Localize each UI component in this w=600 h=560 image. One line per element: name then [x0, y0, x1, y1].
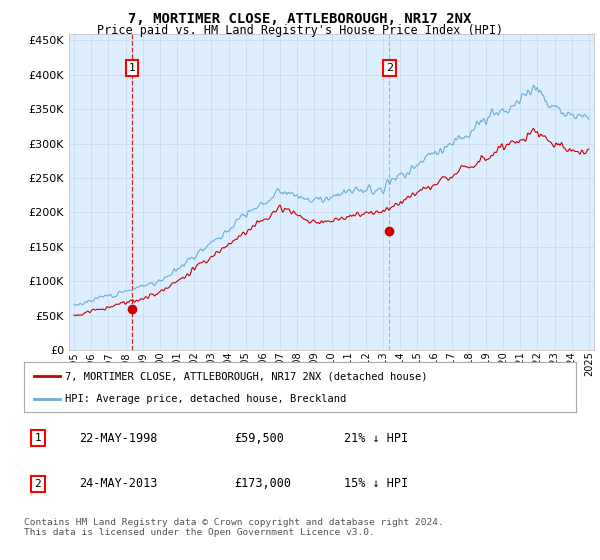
Text: 2: 2: [34, 479, 41, 489]
Text: 21% ↓ HPI: 21% ↓ HPI: [344, 432, 408, 445]
Text: 24-MAY-2013: 24-MAY-2013: [79, 477, 158, 491]
Text: 15% ↓ HPI: 15% ↓ HPI: [344, 477, 408, 491]
Text: 7, MORTIMER CLOSE, ATTLEBOROUGH, NR17 2NX: 7, MORTIMER CLOSE, ATTLEBOROUGH, NR17 2N…: [128, 12, 472, 26]
Text: Contains HM Land Registry data © Crown copyright and database right 2024.
This d: Contains HM Land Registry data © Crown c…: [24, 518, 444, 538]
Text: Price paid vs. HM Land Registry's House Price Index (HPI): Price paid vs. HM Land Registry's House …: [97, 24, 503, 36]
Text: £59,500: £59,500: [234, 432, 284, 445]
Text: 7, MORTIMER CLOSE, ATTLEBOROUGH, NR17 2NX (detached house): 7, MORTIMER CLOSE, ATTLEBOROUGH, NR17 2N…: [65, 371, 428, 381]
Text: HPI: Average price, detached house, Breckland: HPI: Average price, detached house, Brec…: [65, 394, 347, 404]
Text: 1: 1: [128, 63, 136, 73]
Text: 22-MAY-1998: 22-MAY-1998: [79, 432, 158, 445]
Text: 1: 1: [34, 433, 41, 443]
Text: £173,000: £173,000: [234, 477, 291, 491]
Text: 2: 2: [386, 63, 393, 73]
